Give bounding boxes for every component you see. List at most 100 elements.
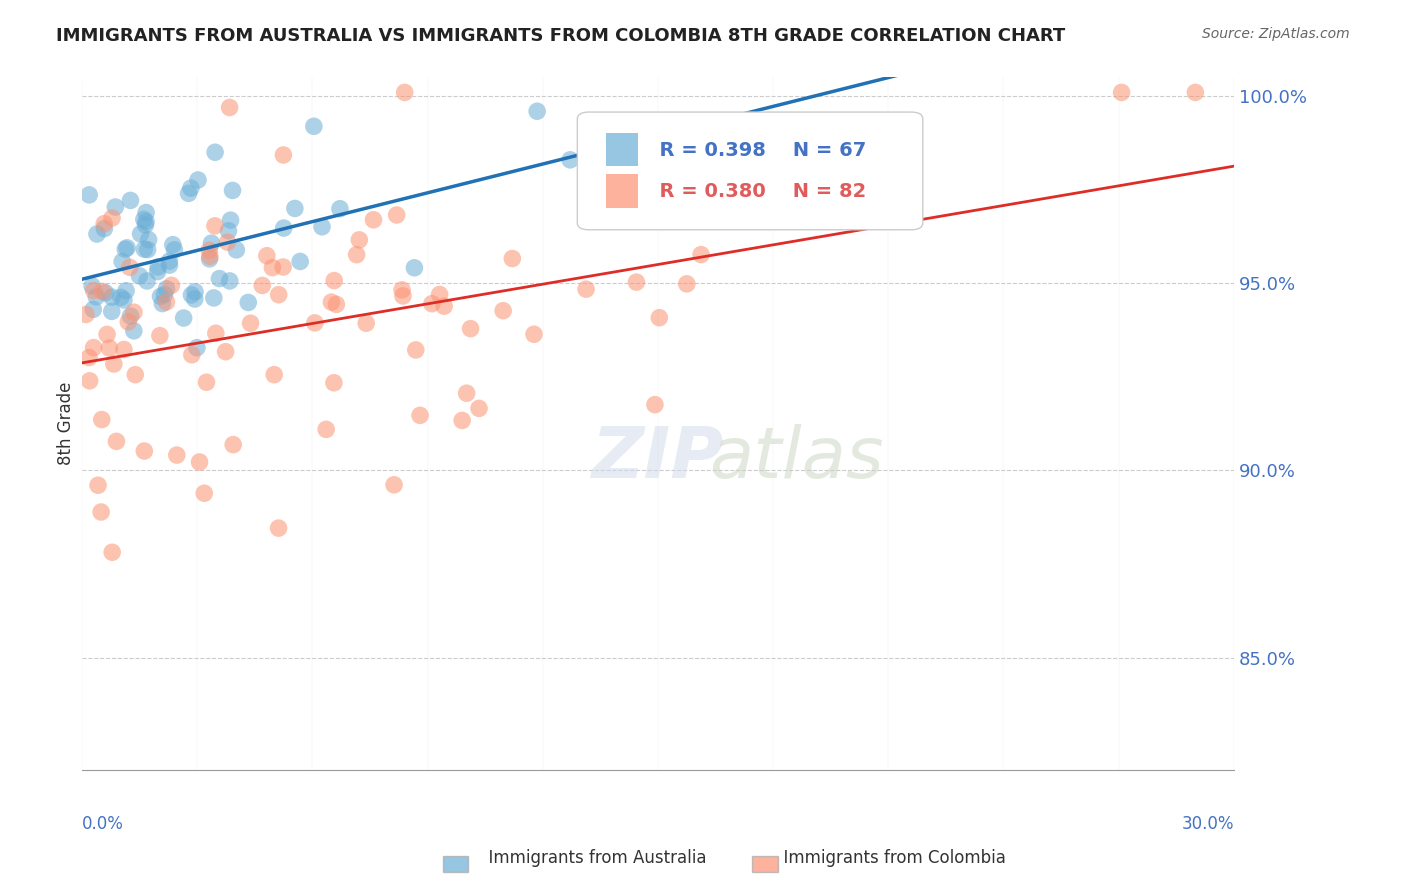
Point bbox=[391, 283, 413, 297]
Point bbox=[363, 212, 385, 227]
Point bbox=[115, 284, 138, 298]
Point bbox=[134, 444, 156, 458]
Point bbox=[644, 398, 666, 412]
Point bbox=[252, 278, 274, 293]
Point bbox=[263, 368, 285, 382]
Point bbox=[77, 351, 100, 365]
Point bbox=[100, 304, 122, 318]
Point bbox=[103, 357, 125, 371]
Point bbox=[150, 296, 173, 310]
Point bbox=[198, 249, 221, 263]
Point bbox=[385, 208, 408, 222]
Point bbox=[222, 437, 245, 451]
Point bbox=[273, 221, 295, 235]
Point bbox=[208, 271, 231, 285]
Text: ZIP: ZIP bbox=[592, 424, 724, 492]
Point bbox=[84, 290, 107, 304]
Point bbox=[304, 316, 326, 330]
Point bbox=[325, 297, 347, 311]
Point bbox=[329, 202, 352, 216]
Point bbox=[160, 278, 183, 293]
Point bbox=[110, 290, 132, 304]
Text: IMMIGRANTS FROM AUSTRALIA VS IMMIGRANTS FROM COLOMBIA 8TH GRADE CORRELATION CHAR: IMMIGRANTS FROM AUSTRALIA VS IMMIGRANTS … bbox=[56, 27, 1066, 45]
Point bbox=[284, 202, 307, 216]
Text: 0.0%: 0.0% bbox=[82, 814, 124, 833]
Point bbox=[86, 227, 108, 241]
Text: Immigrants from Colombia: Immigrants from Colombia bbox=[773, 849, 1007, 867]
Point bbox=[112, 293, 135, 307]
Point bbox=[180, 348, 202, 362]
Point bbox=[217, 235, 239, 249]
Point bbox=[429, 287, 451, 301]
Point bbox=[91, 285, 114, 299]
Point bbox=[118, 260, 141, 275]
Point bbox=[104, 200, 127, 214]
Point bbox=[136, 243, 159, 257]
Point bbox=[200, 236, 222, 251]
Point bbox=[135, 214, 157, 228]
Point bbox=[117, 315, 139, 329]
Point bbox=[690, 247, 713, 261]
Point bbox=[323, 376, 346, 390]
Point bbox=[382, 477, 405, 491]
Point bbox=[90, 505, 112, 519]
Point bbox=[124, 368, 146, 382]
Point bbox=[93, 217, 115, 231]
Point bbox=[153, 287, 176, 301]
Point bbox=[204, 326, 226, 341]
Point bbox=[186, 341, 208, 355]
Point bbox=[101, 545, 124, 559]
Point bbox=[267, 287, 290, 301]
Point bbox=[146, 260, 169, 274]
Point bbox=[83, 284, 105, 298]
Point bbox=[501, 252, 523, 266]
Point bbox=[626, 275, 648, 289]
Text: Immigrants from Australia: Immigrants from Australia bbox=[478, 849, 707, 867]
Point bbox=[138, 233, 160, 247]
Point bbox=[394, 86, 416, 100]
Point bbox=[433, 299, 456, 313]
Point bbox=[159, 254, 181, 268]
Point bbox=[166, 448, 188, 462]
Point bbox=[188, 455, 211, 469]
Point bbox=[492, 303, 515, 318]
Point bbox=[120, 309, 142, 323]
Point bbox=[202, 291, 225, 305]
Point bbox=[219, 213, 242, 227]
Point bbox=[96, 327, 118, 342]
Point bbox=[184, 292, 207, 306]
Point bbox=[1184, 86, 1206, 100]
Point bbox=[155, 282, 177, 296]
Point bbox=[321, 295, 343, 310]
Point bbox=[122, 305, 145, 319]
Point bbox=[159, 258, 181, 272]
Point bbox=[195, 376, 218, 390]
Point bbox=[98, 341, 121, 355]
Point bbox=[311, 219, 333, 234]
Point bbox=[575, 282, 598, 296]
Point bbox=[404, 260, 426, 275]
Point bbox=[163, 243, 186, 257]
Y-axis label: 8th Grade: 8th Grade bbox=[58, 382, 75, 466]
Point bbox=[238, 295, 260, 310]
Point bbox=[184, 285, 207, 299]
Point bbox=[77, 187, 100, 202]
Point bbox=[112, 343, 135, 357]
Point bbox=[90, 412, 112, 426]
Point bbox=[456, 386, 478, 401]
Point bbox=[315, 422, 337, 436]
Point bbox=[204, 219, 226, 233]
Point bbox=[354, 316, 377, 330]
Point bbox=[349, 233, 371, 247]
Point bbox=[198, 252, 221, 266]
Point bbox=[135, 205, 157, 219]
Point bbox=[146, 264, 169, 278]
Point bbox=[79, 374, 101, 388]
Point bbox=[468, 401, 491, 416]
Point bbox=[173, 311, 195, 326]
Point bbox=[75, 308, 97, 322]
Point bbox=[218, 100, 240, 114]
Point bbox=[193, 486, 215, 500]
Point bbox=[177, 186, 200, 201]
Point bbox=[262, 260, 284, 275]
